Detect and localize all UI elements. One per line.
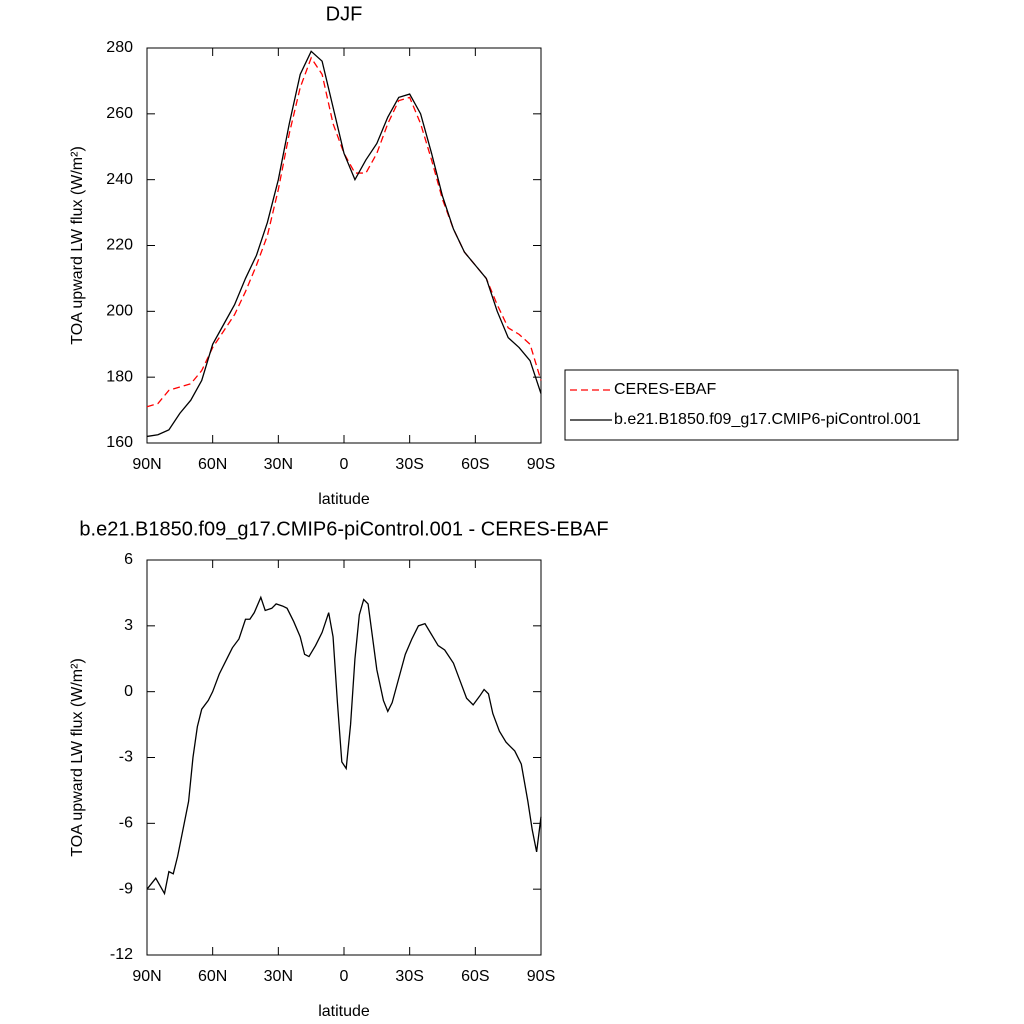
chart-title: b.e21.B1850.f09_g17.CMIP6-piControl.001 … (79, 518, 608, 540)
x-tick-label: 30N (264, 456, 293, 473)
y-tick-label: -12 (110, 946, 133, 963)
y-tick-label: -6 (119, 815, 133, 832)
y-tick-label: 200 (106, 303, 133, 320)
x-tick-label: 30S (395, 968, 423, 985)
y-tick-label: 180 (106, 368, 133, 385)
x-axis-label: latitude (318, 491, 370, 508)
x-tick-label: 0 (340, 968, 349, 985)
x-tick-label: 90N (132, 456, 161, 473)
x-axis-label: latitude (318, 1003, 370, 1020)
data-line (146, 595, 542, 896)
data-line (146, 56, 542, 408)
x-tick-label: 90S (527, 456, 555, 473)
y-axis-label: TOA upward LW flux (W/m²) (69, 658, 86, 857)
x-tick-label: 60S (461, 968, 489, 985)
chart-title: DJF (326, 3, 363, 25)
x-tick-label: 90N (132, 968, 161, 985)
x-tick-label: 0 (340, 456, 349, 473)
y-tick-label: 260 (106, 105, 133, 122)
legend-label: CERES-EBAF (614, 381, 716, 398)
y-tick-label: 220 (106, 237, 133, 254)
y-tick-label: 3 (124, 617, 133, 634)
x-tick-label: 90S (527, 968, 555, 985)
y-axis-label: TOA upward LW flux (W/m²) (69, 146, 86, 345)
plot-frame (146, 559, 542, 956)
y-tick-label: 240 (106, 171, 133, 188)
x-tick-label: 30N (264, 968, 293, 985)
x-tick-label: 60N (198, 456, 227, 473)
plot-frame (146, 47, 542, 444)
x-tick-label: 30S (395, 456, 423, 473)
data-line (146, 50, 542, 438)
y-tick-label: 6 (124, 551, 133, 568)
y-tick-label: 0 (124, 683, 133, 700)
y-tick-label: -9 (119, 880, 133, 897)
x-tick-label: 60S (461, 456, 489, 473)
y-tick-label: 160 (106, 434, 133, 451)
legend-frame (564, 369, 959, 441)
legend-label: b.e21.B1850.f09_g17.CMIP6-piControl.001 (614, 411, 921, 428)
y-tick-label: 280 (106, 39, 133, 56)
x-tick-label: 60N (198, 968, 227, 985)
y-tick-label: -3 (119, 749, 133, 766)
